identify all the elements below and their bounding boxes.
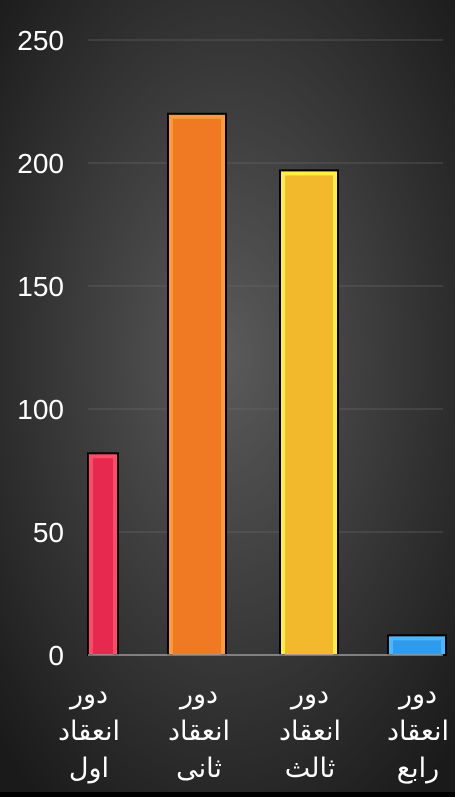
x-tick-label-line: ثانی	[176, 753, 222, 783]
x-tick-label-line: رابع	[397, 753, 439, 784]
x-tick-label: دور انعقاد ثانی	[168, 679, 230, 783]
gridlines	[88, 39, 443, 533]
y-axis-tick-labels: 0 50 100 150 200 250	[17, 25, 64, 671]
x-tick-label-line: اول	[69, 753, 109, 784]
x-tick-label-line: دور	[397, 679, 437, 710]
bar-fill	[393, 640, 441, 655]
bar	[387, 634, 447, 657]
x-tick-label: دور انعقاد رابع	[387, 679, 449, 784]
y-tick-label: 100	[17, 394, 64, 425]
x-tick-label-line: انعقاد	[387, 716, 449, 746]
x-tick-label-line: دور	[289, 679, 329, 710]
x-tick-label: دور انعقاد اول	[58, 679, 120, 784]
x-tick-label: دور انعقاد ثالث	[279, 679, 341, 783]
y-tick-label: 150	[17, 271, 64, 302]
y-tick-label: 250	[17, 25, 64, 56]
x-tick-label-line: دور	[178, 679, 218, 710]
bar	[87, 452, 119, 656]
x-tick-label-line: ثالث	[285, 753, 335, 783]
y-tick-label: 0	[48, 640, 64, 671]
x-tick-label-line: انعقاد	[168, 716, 230, 746]
bar-fill	[173, 118, 221, 656]
bars	[87, 112, 447, 657]
bar	[279, 169, 339, 656]
x-tick-label-line: انعقاد	[279, 716, 341, 746]
x-tick-label-line: دور	[68, 679, 108, 710]
y-tick-label: 200	[17, 148, 64, 179]
x-tick-label-line: انعقاد	[58, 716, 120, 746]
bar-fill	[93, 458, 113, 655]
bar-fill	[285, 175, 333, 655]
bar	[167, 112, 227, 657]
y-tick-label: 50	[33, 517, 64, 548]
